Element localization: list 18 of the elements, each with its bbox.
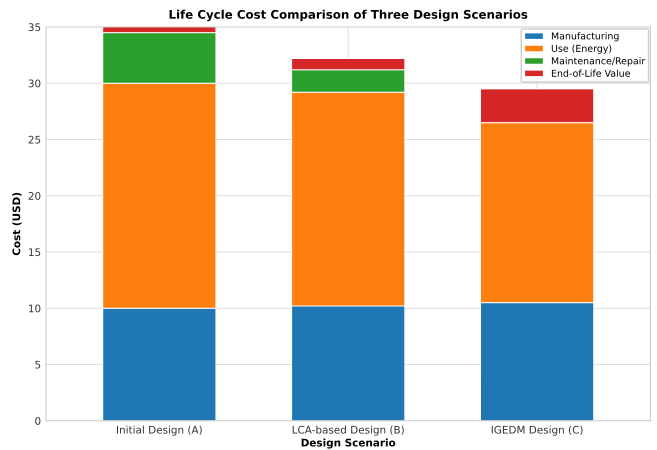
y-tick-label: 0 [35,416,40,425]
y-tick-label: 20 [28,192,40,200]
y-tick-label: 5 [35,360,40,369]
x-tick-label: LCA-based Design (B) [292,426,404,436]
legend-label: End-of-Life Value [552,70,630,77]
x-tick-label: IGEDM Design (C) [492,426,583,436]
legend-label: Maintenance/Repair [552,57,646,66]
y-tick-label: 30 [28,79,40,88]
y-tick-label: 10 [29,304,40,312]
y-tick-label: 35 [28,23,40,32]
y-axis-title: Cost (USD) [12,192,22,256]
legend-label: Use (Energy) [552,44,612,54]
x-tick-label: Initial Design (A) [117,426,202,436]
legend-label: Manufacturing [552,32,619,42]
chart-title: Life Cycle Cost Comparison of Three Design Scenarios [170,10,528,22]
y-tick-label: 15 [29,248,40,256]
y-tick-label: 25 [28,136,40,144]
x-axis-title: Design Scenario [302,438,396,449]
